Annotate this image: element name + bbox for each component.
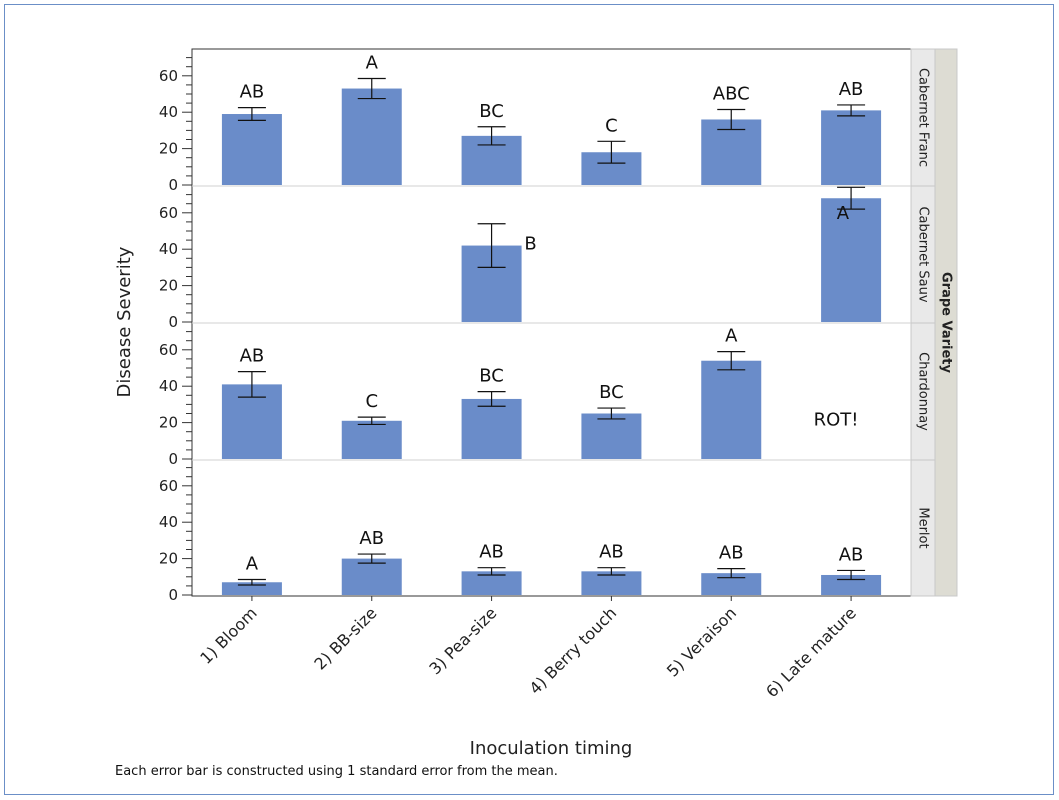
y-tick-label: 0 xyxy=(168,176,178,194)
significance-letter: A xyxy=(837,203,850,224)
y-tick-label: 60 xyxy=(159,341,178,359)
significance-letter: C xyxy=(605,115,618,136)
facet-label-4: Merlot xyxy=(916,507,931,548)
significance-letter: A xyxy=(366,53,379,74)
facet-label-1: Cabernet Franc xyxy=(916,68,931,167)
y-tick-label: 40 xyxy=(159,377,178,395)
y-tick-label: 0 xyxy=(168,313,178,331)
y-tick-label: 40 xyxy=(159,240,178,258)
bar-chardonnay-4 xyxy=(581,413,642,459)
y-tick-label: 20 xyxy=(159,550,178,568)
x-tick-label: 2) BB-size xyxy=(310,603,380,673)
bar-cabernet-franc-6 xyxy=(821,110,882,185)
bar-chardonnay-2 xyxy=(341,420,402,459)
significance-letter: BC xyxy=(479,366,504,387)
bar-cabernet-franc-1 xyxy=(221,114,282,185)
y-tick-label: 20 xyxy=(159,277,178,295)
significance-letter: A xyxy=(725,326,738,347)
bar-cabernet-sauv-6 xyxy=(821,198,882,322)
significance-letter: AB xyxy=(359,528,384,549)
significance-letter: AB xyxy=(719,543,744,564)
bar-chardonnay-5 xyxy=(701,360,762,459)
bar-merlot-6 xyxy=(821,574,882,595)
y-tick-label: 60 xyxy=(159,67,178,85)
x-tick-label: 5) Veraison xyxy=(663,603,740,680)
significance-letter: B xyxy=(524,234,536,255)
bar-cabernet-franc-5 xyxy=(701,119,762,185)
facet-label-3: Chardonnay xyxy=(916,352,931,431)
y-tick-label: 60 xyxy=(159,477,178,495)
significance-letter: A xyxy=(246,554,259,575)
x-tick-label: 3) Pea-size xyxy=(425,603,500,678)
bar-merlot-2 xyxy=(341,558,402,595)
outer-facet-strip xyxy=(934,48,958,597)
significance-letter: AB xyxy=(240,82,265,103)
y-tick-label: 20 xyxy=(159,414,178,432)
y-tick-label: 40 xyxy=(159,513,178,531)
y-tick-label: 40 xyxy=(159,103,178,121)
significance-letter: AB xyxy=(599,542,624,563)
significance-letter: C xyxy=(365,391,378,412)
significance-letter: BC xyxy=(599,382,624,403)
bar-merlot-4 xyxy=(581,571,642,595)
significance-letter: AB xyxy=(479,542,504,563)
y-tick-label: 0 xyxy=(168,586,178,604)
y-tick-label: 0 xyxy=(168,450,178,468)
rot-annotation: ROT! xyxy=(814,410,859,431)
x-tick-label: 4) Berry touch xyxy=(526,603,621,698)
significance-letter: AB xyxy=(240,346,265,367)
facet-strip-4 xyxy=(910,459,936,597)
significance-letter: AB xyxy=(839,79,864,100)
facet-label-2: Cabernet Sauv xyxy=(916,206,931,302)
error-bar-footnote: Each error bar is constructed using 1 st… xyxy=(115,764,558,779)
x-tick-label: 1) Bloom xyxy=(196,603,260,667)
significance-letter: AB xyxy=(839,544,864,565)
bar-chardonnay-3 xyxy=(461,398,522,459)
bar-merlot-5 xyxy=(701,573,762,595)
significance-letter: ABC xyxy=(713,83,750,104)
bar-merlot-1 xyxy=(221,582,282,595)
bar-cabernet-franc-2 xyxy=(341,88,402,185)
outer-facet-title: Grape Variety xyxy=(939,272,954,374)
y-tick-label: 20 xyxy=(159,140,178,158)
x-tick-label: 6) Late mature xyxy=(762,603,860,701)
bar-merlot-3 xyxy=(461,571,522,595)
y-tick-label: 60 xyxy=(159,204,178,222)
y-axis-title: Disease Severity xyxy=(114,246,135,397)
x-axis-title: Inoculation timing xyxy=(470,738,633,759)
significance-letter: BC xyxy=(479,101,504,122)
